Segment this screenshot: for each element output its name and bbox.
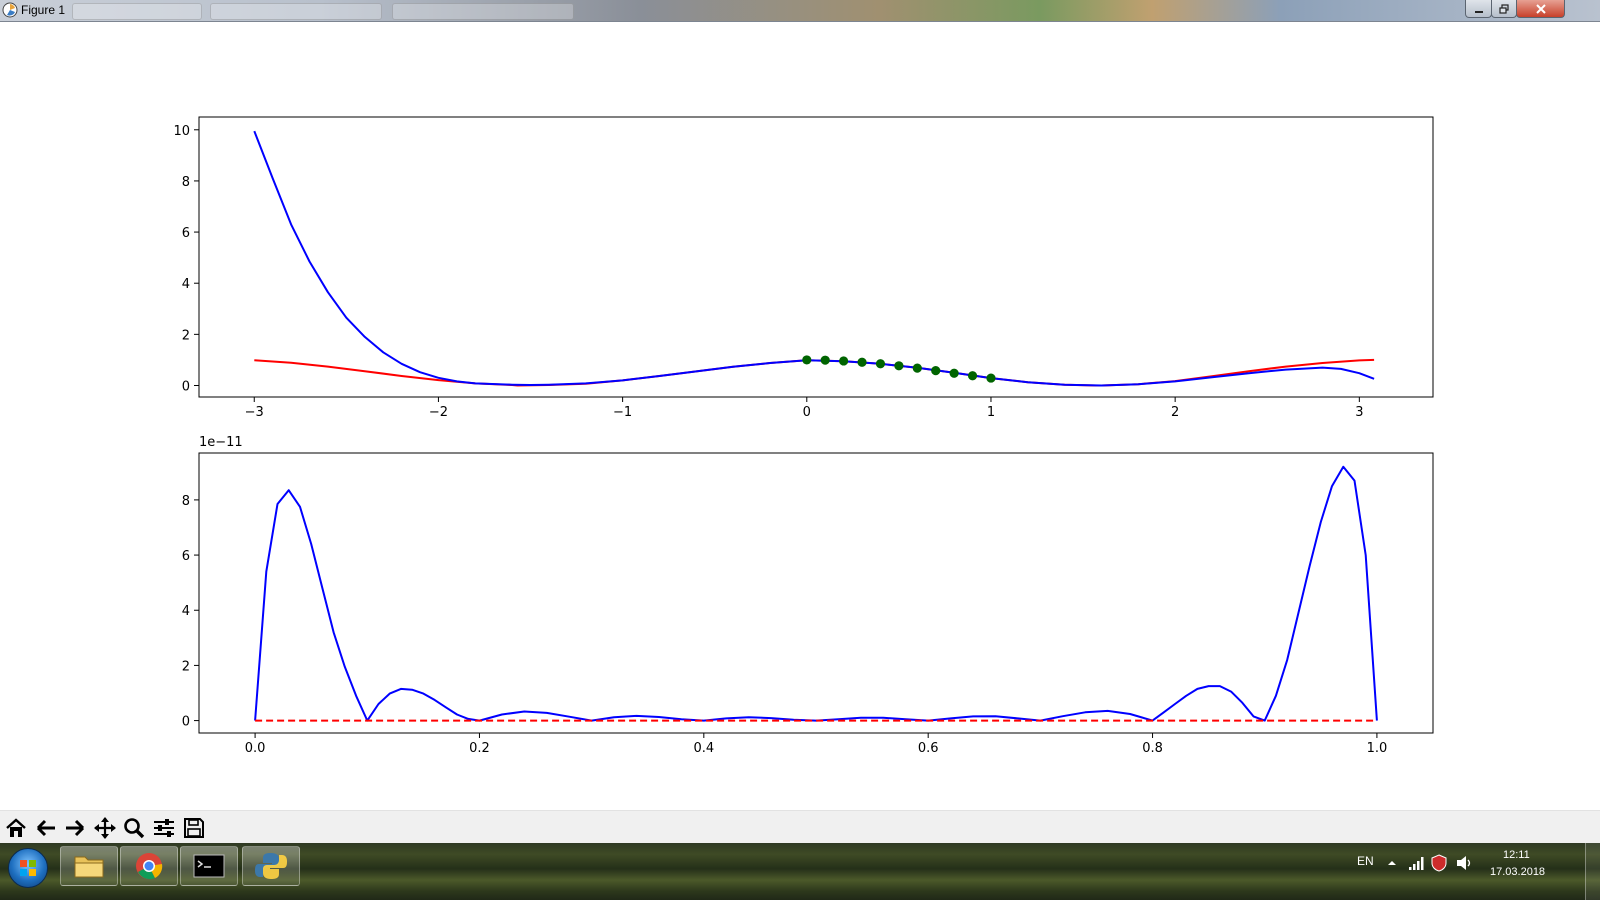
configure-subplots-button[interactable] [151,815,177,841]
background-tab [392,3,574,20]
x-tick-label: −3 [245,405,264,420]
x-tick-label: 0.2 [469,741,490,756]
x-tick-label: 0 [803,405,811,420]
clock-date[interactable]: 17.03.2018 [1490,866,1546,878]
start-button[interactable] [8,848,48,888]
data-point [875,359,886,369]
figure-canvas: −3 −2 −1 0 1 2 3 0 2 4 6 8 10 0.0 0.2 0.4 0.6 0.8 1.0 0 2 4 6 8… [0,22,1600,810]
data-point [986,373,996,383]
zoom-icon [124,818,145,839]
x-tick-label: 0.6 [918,741,939,756]
command-prompt-icon [193,854,225,878]
y-tick-label: 0 [182,715,190,730]
data-point [894,361,904,371]
subplot-1: −3 −2 −1 0 1 2 3 0 2 4 6 8 10 [173,116,1434,420]
pan-button[interactable] [92,815,118,841]
data-point [949,368,959,378]
zoom-button[interactable] [121,815,147,841]
data-point [912,363,922,373]
y-tick-label: 6 [182,226,190,241]
background-tab [72,3,202,20]
taskbar-wallpaper-overlay [0,843,1600,900]
data-point [839,356,849,366]
file-explorer-icon [74,856,104,878]
x-tick-label: 1 [987,405,995,420]
subplot-1-data [253,130,1375,387]
data-point [802,355,812,365]
home-icon [6,818,26,837]
taskbar-chrome[interactable] [120,846,178,886]
x-tick-label: −2 [429,405,448,420]
data-point [857,357,867,367]
y-tick-label: 6 [182,549,190,564]
close-icon [1535,3,1546,14]
axes-frame [198,452,1434,734]
pan-icon [94,817,116,839]
window-titlebar: Figure 1 [0,0,1600,22]
series-line [253,130,1375,387]
chrome-icon [136,853,163,880]
y-tick-label: 8 [182,494,190,509]
forward-arrow-icon [66,819,85,837]
save-icon [184,818,204,838]
x-tick-label: 3 [1355,405,1363,420]
back-button[interactable] [33,815,59,841]
taskbar: EN 12:11 17.03.2018 [0,843,1600,900]
y-tick-label: 10 [173,124,190,139]
y-tick-label: 4 [182,604,190,619]
restore-icon [1499,3,1509,14]
y-tick-label: 2 [182,328,190,343]
matplotlib-app-icon [2,2,18,18]
volume-icon[interactable] [1456,855,1474,871]
back-arrow-icon [36,819,55,837]
home-button[interactable] [3,815,29,841]
forward-button[interactable] [62,815,88,841]
security-icon[interactable] [1431,854,1447,872]
show-hidden-icons-icon[interactable] [1387,858,1397,868]
close-button[interactable] [1516,0,1565,18]
y-tick-label: 4 [182,277,190,292]
language-indicator[interactable]: EN [1357,854,1374,868]
data-point [931,366,941,376]
taskbar-file-explorer[interactable] [60,846,118,886]
maximize-button[interactable] [1491,0,1517,18]
x-tick-label: 0.0 [245,741,266,756]
data-point [967,371,978,381]
x-tick-label: −1 [613,405,632,420]
background-tab [210,3,382,20]
show-desktop-button[interactable] [1585,843,1600,900]
y-tick-label: 8 [182,175,190,190]
subplot-2-data [254,465,1378,722]
y-tick-label: 0 [182,379,190,394]
window-title: Figure 1 [21,3,66,17]
configure-subplots-icon [154,819,174,837]
minimize-button[interactable] [1465,0,1492,18]
y-tick-label: 2 [182,659,190,674]
navigation-toolbar [0,810,1600,843]
x-tick-label: 2 [1171,405,1179,420]
python-icon [255,853,287,879]
clock-time[interactable]: 12:11 [1503,849,1530,861]
save-button[interactable] [181,815,207,841]
network-signal-icon[interactable] [1408,855,1426,871]
series-line [254,465,1378,722]
taskbar-command-prompt[interactable] [180,846,238,886]
minimize-icon [1474,10,1483,13]
taskbar-python[interactable] [242,846,300,886]
subplot-2: 0.0 0.2 0.4 0.6 0.8 1.0 0 2 4 6 8 1e−11 [182,435,1434,756]
data-point [820,355,830,365]
x-tick-label: 0.8 [1142,741,1163,756]
figure-plot-area: −3 −2 −1 0 1 2 3 0 2 4 6 8 10 0.0 0.2 0.4 0.6 0.8 1.0 0 2 4 6 8… [173,116,1434,756]
windows-logo-icon [20,860,36,876]
axis-offset-label: 1e−11 [199,435,243,450]
x-tick-label: 0.4 [693,741,714,756]
axes-frame [198,116,1434,398]
x-tick-label: 1.0 [1367,741,1388,756]
